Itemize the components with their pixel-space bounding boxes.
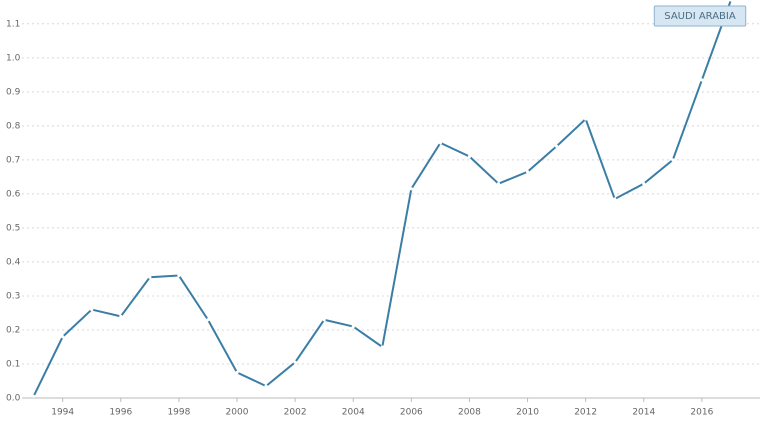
data-point xyxy=(584,117,588,121)
y-tick-label: 0.7 xyxy=(6,155,20,165)
data-point xyxy=(61,335,65,339)
y-tick-label: 1.0 xyxy=(6,53,21,63)
x-tick-label: 1996 xyxy=(109,408,132,418)
x-tick-label: 1998 xyxy=(167,408,190,418)
data-point xyxy=(119,314,123,318)
data-point xyxy=(525,170,530,174)
data-point xyxy=(351,324,355,329)
x-tick-label: 2000 xyxy=(226,408,249,418)
data-point xyxy=(671,158,675,162)
legend-box xyxy=(653,5,747,27)
data-point xyxy=(206,318,210,322)
y-tick-label: 0.4 xyxy=(6,257,21,267)
data-point xyxy=(148,275,152,279)
y-tick-label: 0.8 xyxy=(6,121,21,131)
data-point xyxy=(555,144,559,148)
y-tick-label: 0.9 xyxy=(6,87,21,97)
y-tick-label: 0.6 xyxy=(6,189,21,199)
y-tick-label: 0.1 xyxy=(6,359,20,369)
data-point xyxy=(235,370,239,375)
x-tick-label: 2004 xyxy=(342,408,365,418)
data-point xyxy=(613,197,617,201)
data-point xyxy=(90,307,94,312)
data-point xyxy=(264,384,268,388)
x-tick-label: 2010 xyxy=(516,408,539,418)
data-point xyxy=(380,345,384,349)
y-tick-label: 1.1 xyxy=(6,19,20,29)
data-point xyxy=(496,182,501,186)
data-point xyxy=(322,318,326,322)
x-tick-label: 2014 xyxy=(632,408,655,418)
x-tick-label: 2012 xyxy=(574,408,597,418)
x-tick-label: 1994 xyxy=(51,408,74,418)
data-point xyxy=(642,182,646,186)
data-point xyxy=(177,273,181,278)
data-point xyxy=(700,78,704,82)
legend: SAUDI ARABIA xyxy=(653,5,747,27)
y-tick-label: 0.3 xyxy=(6,291,20,301)
data-point xyxy=(293,360,297,364)
x-tick-label: 2008 xyxy=(458,408,481,418)
x-tick-label: 2002 xyxy=(284,408,307,418)
legend-label: SAUDI ARABIA xyxy=(664,11,736,22)
data-point xyxy=(32,394,36,398)
series-line xyxy=(32,0,732,397)
x-tick-label: 2006 xyxy=(400,408,423,418)
y-tick-label: 0.5 xyxy=(6,223,20,233)
data-point xyxy=(409,187,413,191)
data-point xyxy=(467,154,472,159)
data-point xyxy=(438,141,442,145)
y-tick-label: 0.2 xyxy=(6,325,20,335)
data-point xyxy=(729,0,733,2)
y-tick-label: 0.0 xyxy=(6,394,21,404)
x-tick-label: 2016 xyxy=(690,408,713,418)
